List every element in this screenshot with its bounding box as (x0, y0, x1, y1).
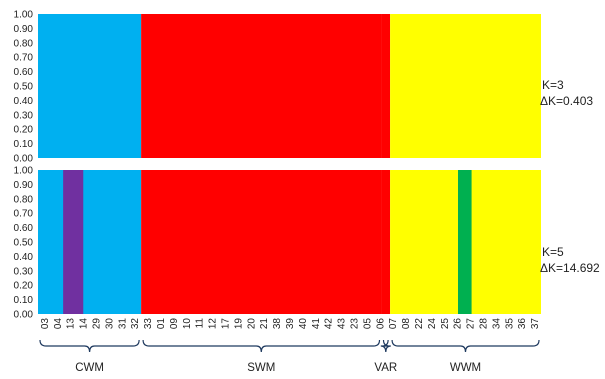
x-tick-label: 34 (491, 318, 502, 330)
x-tick-label: 24 (427, 318, 438, 330)
x-tick-label: 21 (259, 318, 270, 330)
y-tick-label: 0.50 (14, 238, 34, 249)
x-tick-label: 13 (66, 318, 77, 330)
ancestry-block-var-2 (381, 14, 391, 158)
x-tick-label: 14 (79, 318, 90, 330)
x-tick-label: 26 (453, 318, 464, 330)
y-tick-label: 0.50 (14, 82, 34, 93)
x-tick-label: 08 (401, 318, 412, 330)
x-tick-label: 43 (337, 318, 348, 330)
y-tick-label: 0.00 (14, 154, 34, 165)
x-tick-label: 03 (40, 318, 51, 330)
group-label-cwm: CWM (75, 362, 104, 374)
x-tick-label: 40 (298, 318, 309, 330)
x-tick-label: 12 (208, 318, 219, 330)
y-axis-k3: 0.00 0.10 0.20 0.30 0.40 0.50 0.60 0.70 0.80 0.90… (14, 10, 34, 165)
y-tick-label: 0.30 (14, 110, 34, 121)
x-tick-label: 01 (156, 318, 167, 330)
y-tick-label: 0.80 (14, 194, 34, 205)
ancestry-block-cwm-0 (38, 170, 142, 314)
x-tick-label: 42 (324, 318, 335, 330)
x-tick-label: 22 (414, 318, 425, 330)
x-tick-label: 27 (466, 318, 477, 330)
group-label-var: VAR (374, 362, 397, 374)
x-tick-label: 06 (375, 318, 386, 330)
y-tick-label: 0.60 (14, 223, 34, 234)
ancestry-block-wwm-3 (390, 14, 541, 158)
x-tick-label: 11 (195, 318, 206, 329)
ancestry-inset-cwm (63, 170, 84, 314)
x-tick-label: 28 (478, 318, 489, 330)
k5-delta-k: ΔK=14.692 (540, 261, 600, 275)
y-tick-label: 1.00 (14, 10, 34, 21)
y-tick-label: 0.60 (14, 67, 34, 78)
k3-label: K=3 (542, 78, 564, 92)
x-tick-label: 32 (130, 318, 141, 330)
group-brace-var (380, 339, 391, 353)
x-tick-label: 07 (388, 318, 399, 330)
y-tick-label: 0.00 (14, 310, 34, 321)
x-axis-sample-labels: 03 04 13 14 29 30 31 32 33 01 09 10 11 12 17 19 20 21 38 39… (40, 318, 541, 330)
x-tick-label: 25 (440, 318, 451, 330)
ancestry-block-var-2 (381, 170, 391, 314)
x-tick-label: 29 (92, 318, 103, 330)
y-tick-label: 0.20 (14, 125, 34, 136)
ancestry-block-swm-1 (141, 170, 382, 314)
x-tick-label: 35 (504, 318, 515, 330)
group-label-swm: SWM (247, 362, 275, 374)
k5-label: K=5 (542, 245, 564, 259)
y-tick-label: 0.70 (14, 53, 34, 64)
y-axis-k5: 0.00 0.10 0.20 0.30 0.40 0.50 0.60 0.70 0.80 0.90… (14, 166, 34, 321)
ancestry-inset-wwm (458, 170, 472, 314)
y-tick-label: 0.80 (14, 38, 34, 49)
group-brace-swm (142, 339, 381, 353)
k3-delta-k: ΔK=0.403 (540, 94, 593, 108)
y-tick-label: 0.10 (14, 295, 34, 306)
x-tick-label: 10 (182, 318, 193, 330)
x-tick-label: 20 (246, 318, 257, 330)
y-tick-label: 0.20 (14, 281, 34, 292)
x-tick-label: 19 (233, 318, 244, 330)
x-tick-label: 41 (311, 318, 322, 330)
group-brace-wwm (391, 339, 540, 353)
y-tick-label: 0.90 (14, 180, 34, 191)
x-tick-label: 31 (117, 318, 128, 330)
ancestry-block-cwm-0 (38, 14, 142, 158)
y-tick-label: 0.70 (14, 209, 34, 220)
group-braces: CWM SWM VAR WWM (39, 339, 540, 374)
x-tick-label: 36 (517, 318, 528, 330)
x-tick-label: 39 (285, 318, 296, 330)
y-tick-label: 0.10 (14, 139, 34, 150)
k3-panel (38, 14, 541, 158)
ancestry-block-swm-1 (141, 14, 382, 158)
x-tick-label: 05 (362, 318, 373, 330)
y-tick-label: 0.40 (14, 96, 34, 107)
x-tick-label: 09 (169, 318, 180, 330)
x-tick-label: 23 (349, 318, 360, 330)
group-label-wwm: WWM (450, 362, 481, 374)
y-tick-label: 0.30 (14, 266, 34, 277)
x-tick-label: 33 (143, 318, 154, 330)
x-tick-label: 17 (221, 318, 232, 330)
group-brace-cwm (39, 339, 140, 353)
x-tick-label: 30 (104, 318, 115, 330)
y-tick-label: 0.90 (14, 24, 34, 35)
x-tick-label: 37 (530, 318, 541, 330)
y-tick-label: 1.00 (14, 166, 34, 177)
x-tick-label: 04 (53, 318, 64, 330)
x-tick-label: 38 (272, 318, 283, 330)
y-tick-label: 0.40 (14, 252, 34, 263)
k5-panel (38, 170, 541, 314)
